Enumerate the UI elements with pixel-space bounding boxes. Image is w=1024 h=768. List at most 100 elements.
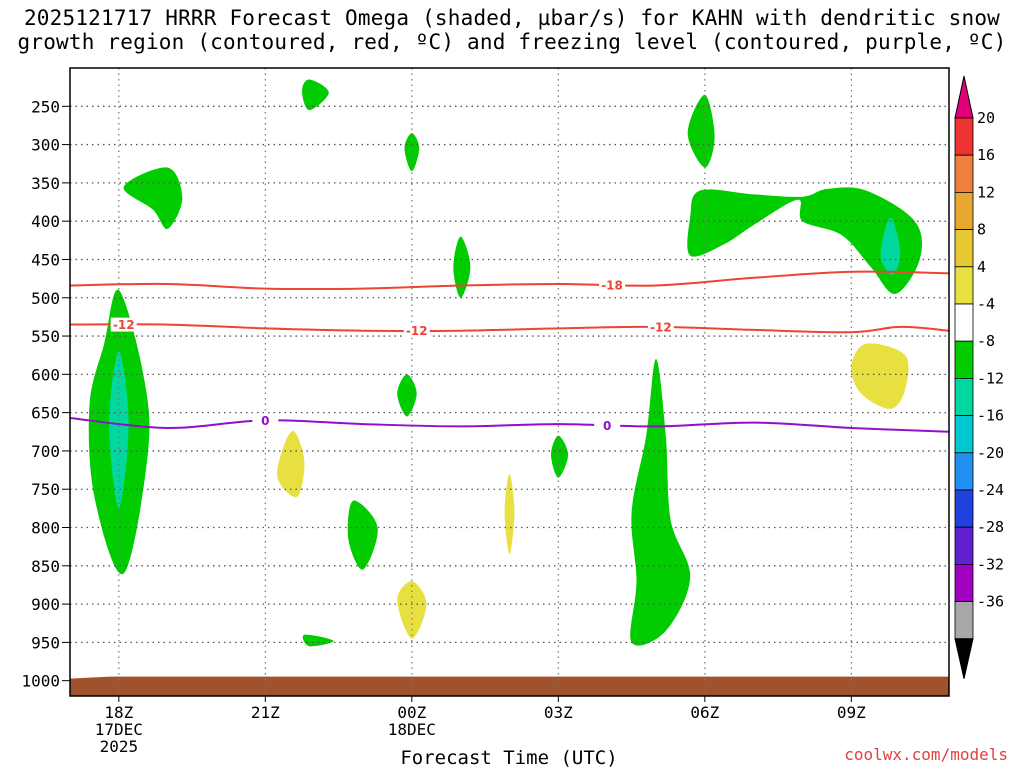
omega-region-17 — [851, 343, 909, 409]
colorbar-segment-3 — [954, 229, 974, 268]
y-tick-label-550: 550 — [31, 327, 60, 346]
colorbar-segment-2 — [954, 191, 974, 230]
y-tick-label-600: 600 — [31, 365, 60, 384]
y-tick-label-250: 250 — [31, 97, 60, 116]
chart-title: 2025121717 HRRR Forecast Omega (shaded, … — [0, 6, 1024, 54]
dgz-lower-contour-label-1: -12 — [406, 324, 428, 338]
x-tick-date-00Z: 18DEC — [388, 720, 436, 739]
y-tick-label-400: 400 — [31, 212, 60, 231]
site-credit: coolwx.com/models — [844, 745, 1008, 764]
colorbar-label--32: -32 — [977, 555, 1004, 573]
colorbar-segment-5 — [954, 303, 974, 342]
colorbar-label--36: -36 — [977, 593, 1004, 611]
colorbar-segment-9 — [954, 452, 974, 491]
dgz-lower-contour-label-bg-2 — [647, 320, 674, 335]
colorbar-label--16: -16 — [977, 407, 1004, 425]
x-tick-label-06Z: 06Z — [690, 703, 719, 722]
dgz-upper-contour-line — [69, 270, 950, 291]
y-tick-label-300: 300 — [31, 136, 60, 155]
terrain-fill — [70, 676, 949, 696]
dgz-lower-contour-label-0: -12 — [113, 318, 135, 332]
contour-layer: -18 -12 -12 -12 0 0 — [69, 270, 950, 433]
colorbar-segment-10 — [954, 489, 974, 528]
dgz-lower-contour-label-bg-1 — [403, 323, 430, 338]
x-tick-date-18Z: 17DEC — [95, 720, 143, 739]
dgz-lower-contour-label-2: -12 — [650, 321, 672, 335]
y-tick-label-900: 900 — [31, 595, 60, 614]
freezing-level-contour-line — [69, 417, 950, 433]
x-tick-label-09Z: 09Z — [837, 703, 866, 722]
terrain-layer — [70, 676, 949, 696]
omega-shading-layer — [88, 79, 922, 647]
colorbar-label--20: -20 — [977, 444, 1004, 462]
dgz-upper-contour-label-bg-0 — [599, 277, 626, 292]
colorbar-segment-4 — [954, 266, 974, 305]
omega-region-1 — [123, 167, 183, 229]
omega-region-11 — [302, 634, 334, 647]
colorbar-segment-1 — [954, 154, 974, 193]
x-axis-title: Forecast Time (UTC) — [400, 747, 617, 768]
colorbar-label--12: -12 — [977, 369, 1004, 387]
colorbar-label--8: -8 — [977, 332, 995, 350]
chart-title-line-2: growth region (contoured, red, ºC) and f… — [17, 30, 1007, 54]
omega-region-0 — [302, 79, 329, 111]
colorbar-label-12: 12 — [977, 183, 995, 201]
y-tick-label-350: 350 — [31, 174, 60, 193]
y-tick-label-750: 750 — [31, 480, 60, 499]
colorbar-label--4: -4 — [977, 295, 995, 313]
omega-region-16 — [504, 473, 515, 555]
colorbar-label--24: -24 — [977, 481, 1004, 499]
chart-title-line-1: 2025121717 HRRR Forecast Omega (shaded, … — [23, 6, 1001, 30]
dgz-lower-contour-line — [69, 323, 950, 334]
colorbar: 20 16 12 8 4 -4 -8 -12 -16 -20 -24 -28 -32 -36 — [954, 75, 1004, 679]
colorbar-label-8: 8 — [977, 221, 986, 239]
y-tick-label-850: 850 — [31, 557, 60, 576]
omega-region-3 — [687, 94, 715, 168]
colorbar-segment-6 — [954, 340, 974, 379]
omega-region-15 — [397, 581, 427, 639]
y-axis: 250 300 350 400 450 500 550 600 650 700 750 800 850 9… — [21, 97, 70, 691]
y-tick-label-700: 700 — [31, 442, 60, 461]
omega-region-5 — [453, 236, 471, 298]
dgz-upper-contour-label-0: -18 — [601, 278, 623, 292]
freezing-level-contour-label-1: 0 — [603, 419, 611, 433]
colorbar-label-16: 16 — [977, 146, 995, 164]
x-tick-label-18Z: 18Z — [104, 703, 133, 722]
colorbar-segment-13 — [954, 601, 974, 640]
omega-region-4 — [687, 187, 922, 294]
y-tick-label-950: 950 — [31, 633, 60, 652]
colorbar-label-4: 4 — [977, 258, 986, 276]
omega-region-7 — [397, 374, 417, 417]
x-tick-label-03Z: 03Z — [544, 703, 573, 722]
y-tick-label-800: 800 — [31, 519, 60, 538]
omega-region-13 — [880, 217, 901, 275]
colorbar-label--28: -28 — [977, 518, 1004, 536]
colorbar-segment-12 — [954, 564, 974, 603]
y-tick-label-450: 450 — [31, 250, 60, 269]
colorbar-segment-0 — [954, 117, 974, 156]
omega-region-12 — [109, 351, 129, 509]
omega-region-8 — [551, 435, 569, 478]
colorbar-label-20: 20 — [977, 109, 995, 127]
colorbar-bottom-arrow — [954, 638, 974, 679]
y-tick-label-500: 500 — [31, 289, 60, 308]
omega-region-2 — [404, 133, 420, 172]
colorbar-segment-8 — [954, 415, 974, 454]
colorbar-segment-11 — [954, 526, 974, 565]
dgz-lower-contour-label-bg-0 — [110, 317, 137, 332]
x-tick-label-21Z: 21Z — [251, 703, 280, 722]
x-tick-label-00Z: 00Z — [397, 703, 426, 722]
omega-region-9 — [347, 500, 378, 570]
freezing-level-contour-label-bg-0 — [252, 413, 279, 428]
x-tick-year-18Z: 2025 — [100, 737, 139, 756]
colorbar-segment-7 — [954, 377, 974, 416]
omega-region-14 — [277, 431, 305, 498]
omega-region-10 — [630, 359, 691, 646]
y-tick-label-650: 650 — [31, 404, 60, 423]
freezing-level-contour-label-0: 0 — [261, 414, 269, 428]
plot-frame — [69, 67, 950, 697]
freezing-level-contour-label-bg-1 — [594, 418, 621, 433]
colorbar-top-arrow — [954, 75, 974, 119]
